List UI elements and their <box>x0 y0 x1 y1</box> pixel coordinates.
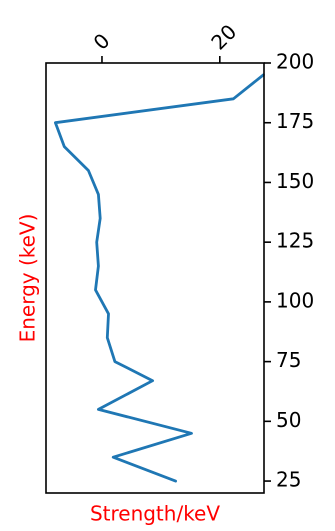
y-tick-label: 125 <box>276 229 314 253</box>
y-tick-label: 50 <box>276 408 301 432</box>
series-layer <box>54 73 265 483</box>
x-tick-label: 0 <box>89 29 115 55</box>
x-tick-label: 20 <box>206 20 241 55</box>
y-tick-label: 100 <box>276 288 314 312</box>
y-tick-label: 150 <box>276 169 314 193</box>
x-axis-label: Strength/keV <box>90 502 220 526</box>
y-tick-label: 25 <box>276 468 301 492</box>
y-tick-label: 200 <box>276 50 314 74</box>
y-tick-label: 175 <box>276 109 314 133</box>
plot-frame <box>45 62 265 494</box>
series-line <box>54 73 265 483</box>
y-tick-label: 75 <box>276 348 301 372</box>
ticks-layer: 25 50 75 100 125 150 175 200 0 20 <box>89 20 315 492</box>
y-axis-label: Energy (keV) <box>16 214 40 343</box>
